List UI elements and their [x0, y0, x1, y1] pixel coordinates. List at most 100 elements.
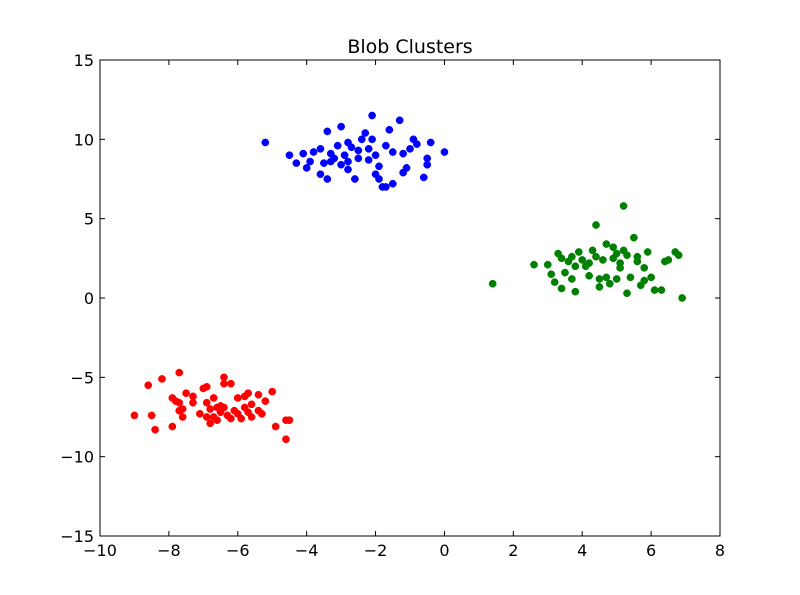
data-point	[178, 413, 187, 421]
data-point	[382, 141, 390, 150]
data-point	[568, 252, 576, 261]
points-layer	[130, 111, 686, 444]
data-point	[371, 151, 380, 160]
data-point	[344, 157, 352, 166]
data-point	[213, 416, 221, 425]
data-point	[674, 251, 683, 260]
data-point	[643, 248, 652, 256]
data-point	[547, 270, 556, 279]
data-point	[351, 175, 359, 183]
plot-frame	[99, 59, 721, 537]
data-point	[585, 259, 593, 267]
data-point	[316, 170, 325, 179]
data-point	[340, 151, 349, 160]
data-point	[574, 248, 583, 256]
data-point	[254, 390, 263, 399]
data-point	[216, 402, 225, 410]
data-point	[144, 381, 153, 390]
data-point	[395, 116, 404, 125]
data-point	[130, 411, 139, 420]
data-point	[368, 111, 376, 120]
data-point	[147, 411, 156, 420]
x-tick-label: −2	[364, 541, 388, 560]
data-point	[151, 425, 159, 434]
data-point	[619, 202, 628, 210]
data-point	[258, 409, 266, 418]
data-point	[323, 127, 332, 136]
data-point	[178, 405, 187, 413]
data-point	[337, 160, 345, 169]
data-point	[419, 173, 428, 182]
data-point	[568, 275, 576, 283]
y-tick-label: 10	[74, 130, 94, 149]
data-point	[261, 138, 270, 147]
data-point	[385, 125, 394, 134]
data-point	[271, 422, 280, 431]
data-point	[240, 403, 249, 412]
data-point	[647, 273, 655, 282]
data-point	[561, 268, 569, 277]
x-tick-label: 2	[508, 541, 518, 560]
x-tick-label: −8	[157, 541, 181, 560]
chart-title: Blob Clusters	[347, 36, 472, 58]
data-point	[237, 414, 246, 423]
data-point	[261, 397, 270, 405]
data-point	[550, 278, 559, 286]
data-point	[406, 145, 414, 153]
data-point	[602, 240, 611, 248]
data-point	[206, 405, 215, 413]
data-point	[626, 273, 635, 282]
data-point	[168, 422, 177, 431]
x-tick-label: 6	[646, 541, 656, 560]
data-point	[595, 275, 604, 283]
x-tick-label: 8	[715, 541, 725, 560]
data-point	[227, 379, 235, 388]
data-point	[605, 279, 614, 288]
data-point	[361, 129, 370, 137]
data-point	[557, 284, 566, 293]
data-point	[402, 164, 411, 172]
data-point	[285, 416, 294, 425]
data-point	[413, 140, 421, 148]
data-point	[588, 246, 597, 255]
data-point	[426, 138, 435, 147]
data-point	[650, 286, 659, 294]
data-point	[182, 389, 190, 398]
data-point	[612, 275, 621, 283]
y-tick-label: 15	[74, 51, 94, 70]
data-point	[292, 159, 301, 167]
data-point	[585, 271, 593, 280]
data-point	[354, 146, 363, 155]
data-point	[158, 375, 166, 383]
data-point	[175, 398, 184, 407]
data-point	[247, 413, 256, 421]
y-tick-label: −5	[70, 368, 94, 387]
data-point	[299, 149, 308, 158]
data-point	[633, 257, 642, 266]
x-tick-label: −6	[226, 541, 250, 560]
data-point	[375, 175, 383, 183]
data-point	[357, 135, 366, 144]
data-point	[543, 260, 552, 269]
data-point	[602, 273, 611, 282]
x-tick-label: 0	[439, 541, 449, 560]
y-tick-label: −15	[60, 527, 94, 546]
data-point	[382, 183, 390, 191]
x-tick-label: 4	[577, 541, 587, 560]
data-point	[268, 387, 277, 396]
data-point	[364, 156, 373, 164]
data-point	[175, 368, 184, 377]
data-point	[282, 435, 290, 444]
data-point	[664, 256, 673, 264]
data-point	[206, 419, 215, 428]
data-point	[227, 414, 235, 423]
data-point	[285, 151, 294, 160]
x-tick-label: −4	[295, 541, 319, 560]
data-point	[388, 179, 397, 188]
data-point	[375, 162, 383, 171]
data-point	[202, 398, 211, 407]
data-point	[599, 256, 607, 264]
data-point	[595, 283, 604, 291]
data-point	[530, 260, 538, 269]
